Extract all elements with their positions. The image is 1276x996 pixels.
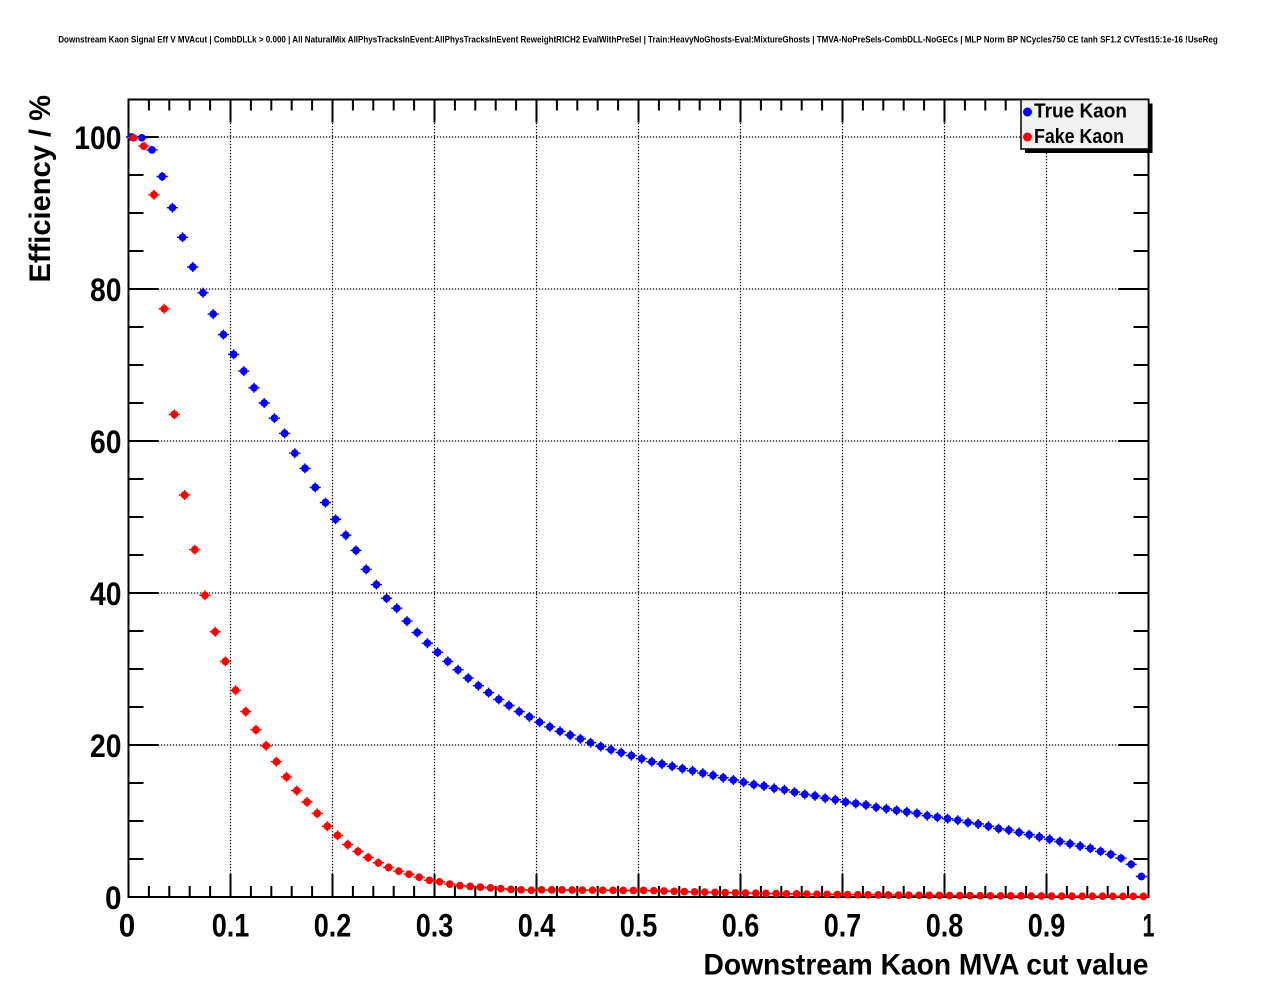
svg-text:0.8: 0.8: [926, 908, 964, 944]
svg-text:1: 1: [1143, 908, 1155, 944]
svg-text:80: 80: [90, 272, 122, 308]
svg-text:60: 60: [90, 424, 122, 460]
svg-text:0: 0: [119, 908, 136, 944]
svg-text:0.3: 0.3: [416, 908, 454, 944]
svg-text:Efficiency / %: Efficiency / %: [24, 95, 57, 283]
svg-text:40: 40: [90, 576, 122, 612]
svg-text:Downstream Kaon MVA cut value: Downstream Kaon MVA cut value: [704, 949, 1149, 982]
svg-text:0.6: 0.6: [722, 908, 760, 944]
svg-text:0.7: 0.7: [824, 908, 862, 944]
svg-text:Fake Kaon: Fake Kaon: [1034, 125, 1124, 148]
svg-text:0.4: 0.4: [518, 908, 556, 944]
svg-text:0: 0: [105, 880, 122, 916]
svg-text:20: 20: [90, 728, 122, 764]
svg-text:0.1: 0.1: [212, 908, 250, 944]
svg-text:100: 100: [74, 120, 121, 156]
svg-text:0.5: 0.5: [620, 908, 658, 944]
svg-text:0.2: 0.2: [314, 908, 352, 944]
svg-text:True Kaon: True Kaon: [1034, 100, 1127, 123]
svg-text:0.9: 0.9: [1028, 908, 1066, 944]
svg-text:Downstream Kaon Signal Eff V M: Downstream Kaon Signal Eff V MVAcut | Co…: [58, 35, 1218, 45]
